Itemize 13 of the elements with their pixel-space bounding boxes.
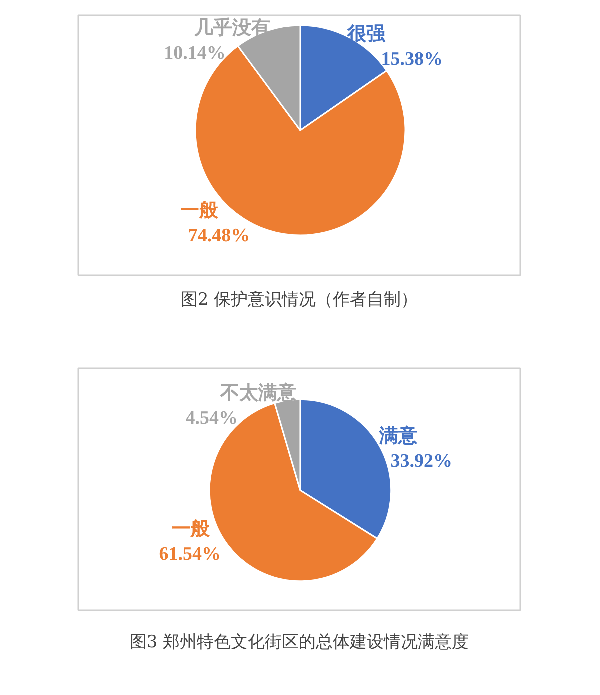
slice-label: 一般: [180, 200, 220, 222]
slice-label: 不太满意: [220, 382, 298, 404]
slice-label: 满意: [378, 425, 418, 448]
data-label: 10.14%: [164, 42, 226, 64]
data-label: 33.92%: [390, 451, 452, 472]
data-label: 4.54%: [186, 408, 238, 429]
slice-label: 很强: [346, 24, 387, 45]
data-label: 15.38%: [381, 48, 443, 70]
data-label: 74.48%: [188, 226, 250, 247]
text: 图3 郑州特色文化街区的总体建设情况满意度: [130, 632, 470, 652]
slice-label: 一般: [172, 519, 211, 540]
data-label: 61.54%: [159, 544, 221, 566]
text: 图2 保护意识情况（作者自制）: [180, 290, 418, 310]
